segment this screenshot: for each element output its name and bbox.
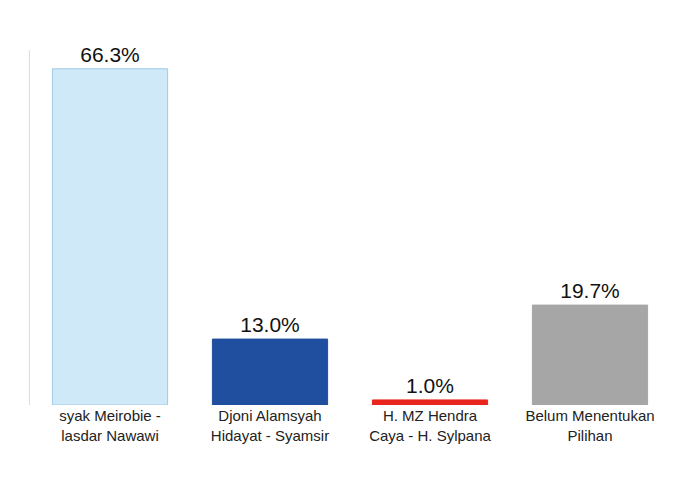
svg-text:Djoni AlamsyahHidayat - Syamsi: Djoni AlamsyahHidayat - Syamsir [211, 407, 329, 444]
svg-text:H. MZ HendraCaya - H. Sylpana: H. MZ HendraCaya - H. Sylpana [369, 407, 491, 444]
svg-text:syak Meirobie -lasdar Nawawi: syak Meirobie -lasdar Nawawi [59, 407, 161, 444]
svg-text:19.7%: 19.7% [560, 279, 620, 302]
svg-text:1.0%: 1.0% [406, 374, 454, 397]
svg-text:66.3%: 66.3% [80, 43, 140, 66]
svg-text:Belum MenentukanPilihan: Belum MenentukanPilihan [525, 407, 654, 444]
svg-text:13.0%: 13.0% [240, 313, 300, 336]
